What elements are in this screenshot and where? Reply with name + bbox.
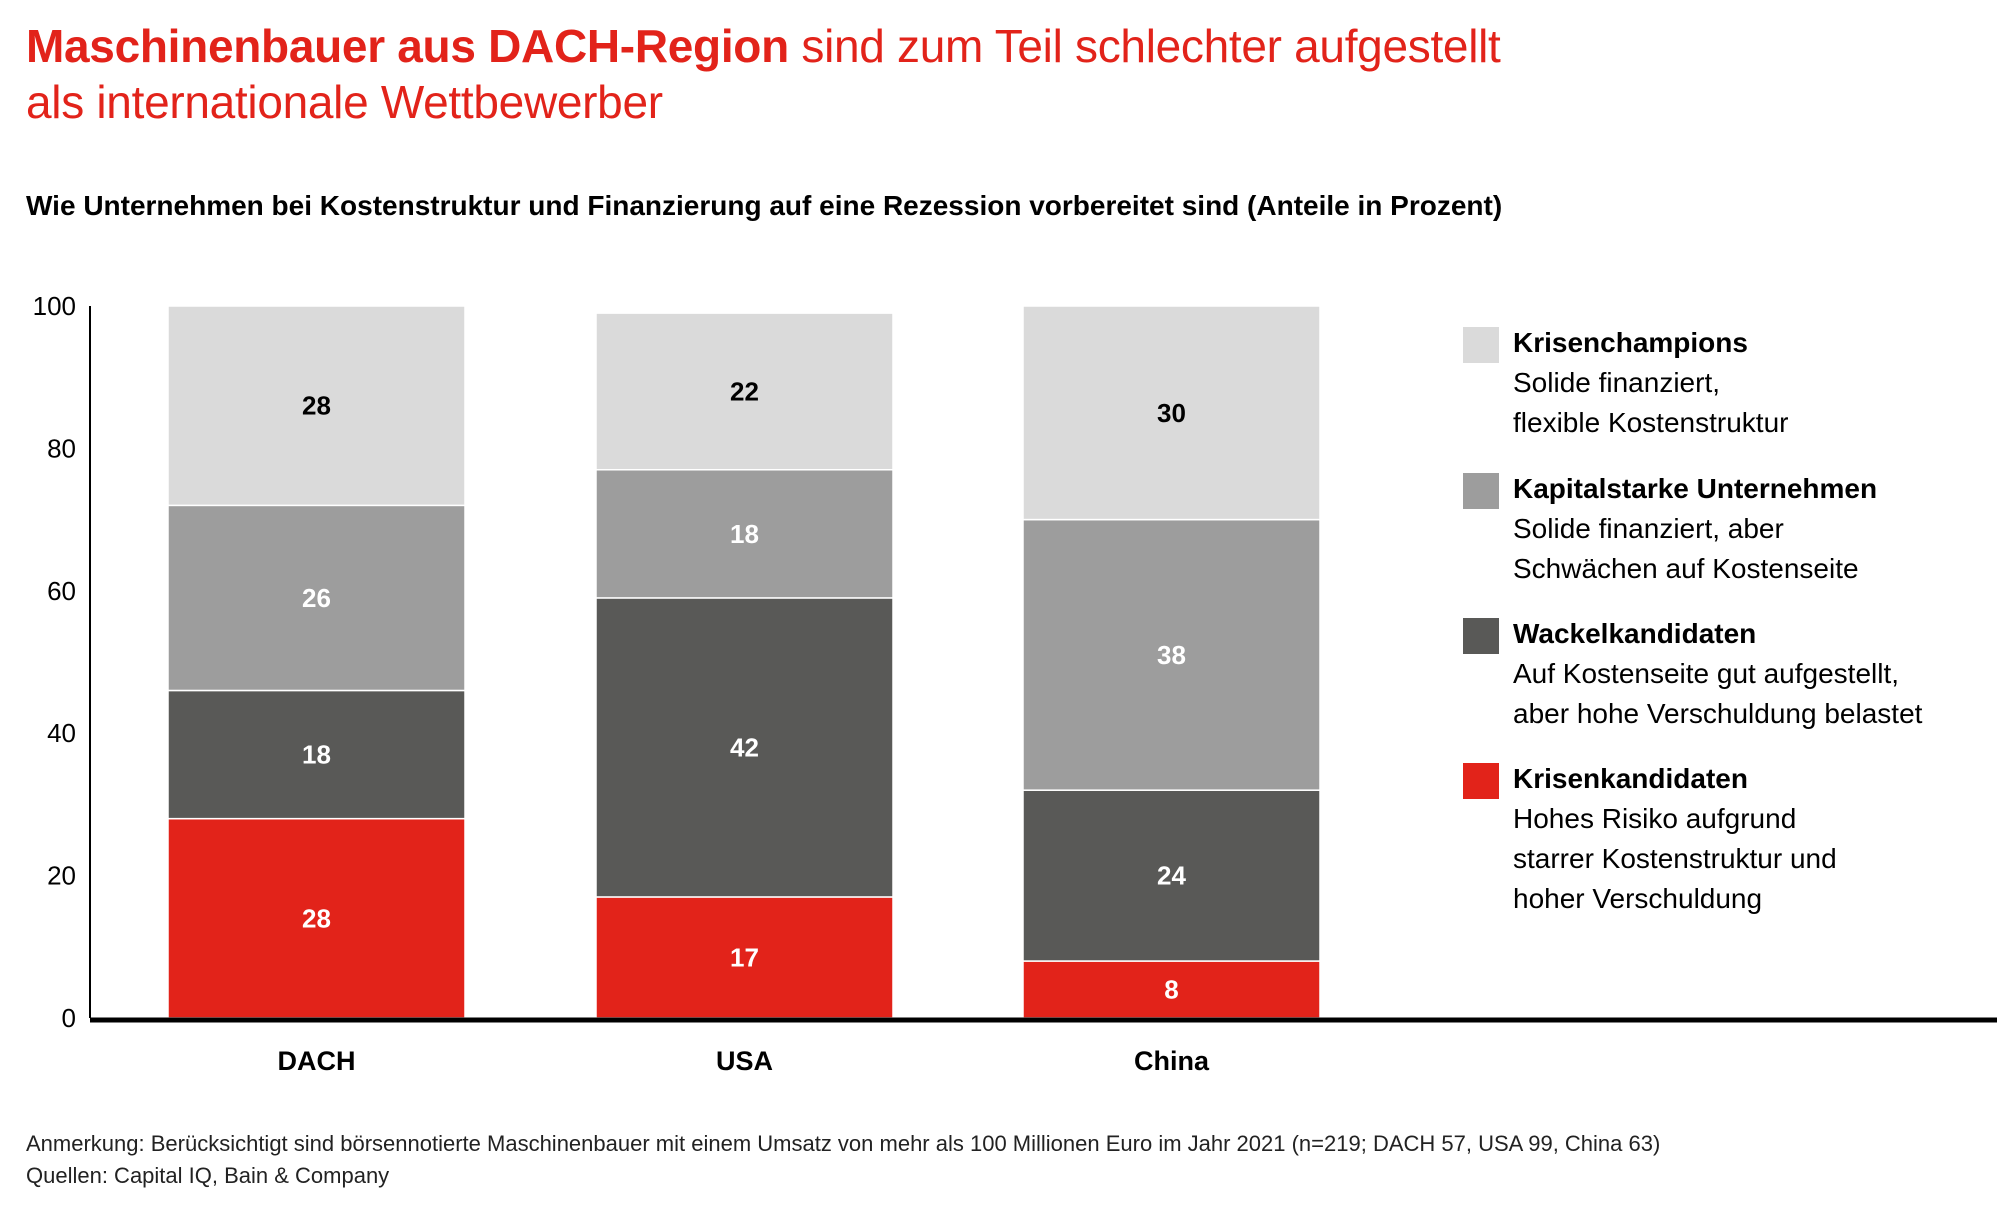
page-title: Maschinenbauer aus DACH-Region sind zum … xyxy=(26,18,1501,130)
legend-series-name: Krisenkandidaten xyxy=(1513,763,1748,794)
y-tick-label: 80 xyxy=(47,433,76,463)
legend-description: hoher Verschuldung xyxy=(1513,883,1763,914)
legend-series-name: Wackelkandidaten xyxy=(1513,618,1757,649)
y-tick-label: 100 xyxy=(33,291,76,321)
bar-segment xyxy=(595,896,894,1019)
data-label: 38 xyxy=(1157,640,1186,670)
bar-segment xyxy=(595,312,894,471)
bar-segment xyxy=(595,469,894,599)
legend-series-name: Krisenchampions xyxy=(1513,327,1748,358)
data-label: 18 xyxy=(730,519,759,549)
legend-swatch xyxy=(1463,763,1499,799)
legend-swatch xyxy=(1463,618,1499,654)
bar-segment xyxy=(1022,518,1321,791)
y-tick-label: 40 xyxy=(47,718,76,748)
x-category-label: USA xyxy=(716,1046,773,1076)
bar-segment xyxy=(1022,305,1321,521)
stacked-bar-chart: 0 20 40 60 80 100 28 18 26 28 DACH 17 42 18 22 USA 8 24 38… xyxy=(33,291,1997,1076)
data-label: 8 xyxy=(1164,975,1178,1005)
legend-swatch xyxy=(1463,327,1499,363)
sources-note: Quellen: Capital IQ, Bain & Company xyxy=(26,1163,390,1188)
legend-description: starrer Kostenstruktur und xyxy=(1513,843,1837,874)
legend-description: flexible Kostenstruktur xyxy=(1513,407,1789,438)
bar-segment xyxy=(167,504,466,692)
bar-segment xyxy=(167,689,466,820)
legend-description: aber hohe Verschuldung belastet xyxy=(1513,698,1923,729)
legend-description: Solide finanziert, aber xyxy=(1513,513,1784,544)
data-label: 30 xyxy=(1157,398,1186,428)
footnotes: Anmerkung: Berücksichtigt sind börsennot… xyxy=(26,1128,1660,1192)
data-label: 22 xyxy=(730,376,759,406)
bar-segment xyxy=(1022,789,1321,962)
bar-segment xyxy=(595,597,894,898)
data-label: 26 xyxy=(302,583,331,613)
data-label: 42 xyxy=(730,732,759,762)
y-tick-label: 60 xyxy=(47,576,76,606)
bar-segment xyxy=(167,817,466,1019)
data-label: 28 xyxy=(302,391,331,421)
legend-swatch xyxy=(1463,473,1499,509)
legend-description: Schwächen auf Kostenseite xyxy=(1513,553,1859,584)
chart-title: Wie Unternehmen bei Kostenstruktur und F… xyxy=(26,190,1503,221)
data-label: 17 xyxy=(730,942,759,972)
legend-description: Solide finanziert, xyxy=(1513,367,1721,398)
legend-text: Kapitalstarke Unternehmen Solide finanzie… xyxy=(1513,469,1877,589)
legend-text: Krisenchampions Solide finanziert, flexibl… xyxy=(1513,323,1788,443)
y-tick-label: 0 xyxy=(62,1003,76,1033)
title-bold: Maschinenbauer aus DACH-Region xyxy=(26,20,789,72)
legend-series-name: Kapitalstarke Unternehmen xyxy=(1513,473,1878,504)
remark-note: Anmerkung: Berücksichtigt sind börsennot… xyxy=(26,1131,1661,1156)
data-label: 24 xyxy=(1157,861,1186,891)
y-tick-label: 20 xyxy=(47,861,76,891)
bar-segment xyxy=(167,305,466,507)
legend-text: Wackelkandidaten Auf Kostenseite gut aufg… xyxy=(1513,614,1922,734)
legend-text: Krisenkandidaten Hohes Risiko aufgrund sta… xyxy=(1513,759,1837,919)
x-category-label: DACH xyxy=(278,1046,356,1076)
data-label: 28 xyxy=(302,903,331,933)
x-category-label: China xyxy=(1134,1046,1210,1076)
legend-description: Auf Kostenseite gut aufgestellt, xyxy=(1513,658,1900,689)
title-line2: als internationale Wettbewerber xyxy=(26,76,663,128)
bar-segment xyxy=(1022,960,1321,1019)
legend-description: Hohes Risiko aufgrund xyxy=(1513,803,1797,834)
data-label: 18 xyxy=(302,740,331,770)
title-regular: sind zum Teil schlechter aufgestellt xyxy=(788,20,1501,72)
